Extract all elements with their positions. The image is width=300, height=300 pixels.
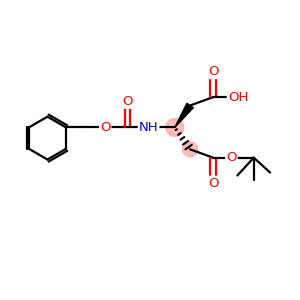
Text: O: O xyxy=(208,177,218,190)
Text: OH: OH xyxy=(228,91,248,104)
Text: O: O xyxy=(226,151,237,164)
Text: O: O xyxy=(100,121,110,134)
Text: O: O xyxy=(122,95,133,108)
Text: O: O xyxy=(208,65,218,78)
Text: NH: NH xyxy=(139,121,158,134)
Circle shape xyxy=(166,118,184,136)
Circle shape xyxy=(183,142,197,157)
Polygon shape xyxy=(175,103,193,128)
